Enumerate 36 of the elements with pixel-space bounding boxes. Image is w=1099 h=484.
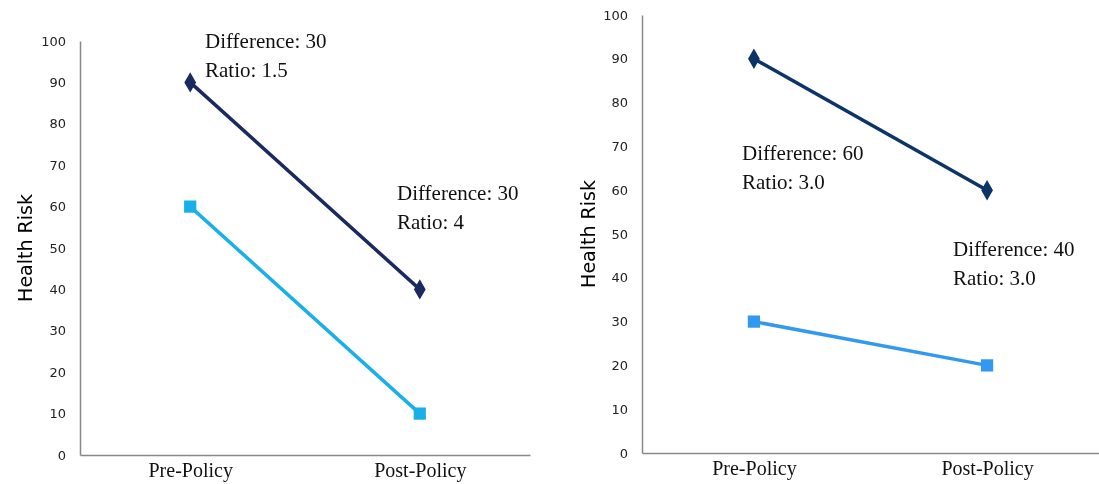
x-tick-label: Post-Policy	[374, 459, 467, 483]
y-tick-label: 90	[611, 51, 628, 67]
point	[747, 315, 761, 328]
y-tick-label: 80	[611, 95, 628, 111]
annotation: Difference: 60 Ratio: 3.0	[742, 141, 864, 194]
x-tick-label: Pre-Policy	[148, 459, 233, 483]
y-tick-label: 30	[611, 314, 628, 330]
y-axis-title: Health Risk	[13, 194, 36, 302]
y-tick-label: 70	[49, 157, 66, 173]
y-tick-label: 90	[49, 75, 66, 91]
y-tick-label: 40	[49, 282, 66, 298]
annotation: Difference: 30 Ratio: 1.5	[205, 29, 327, 82]
y-tick-label: 100	[41, 33, 66, 49]
y-tick-label: 80	[49, 116, 66, 132]
x-tick-label: Post-Policy	[941, 457, 1034, 481]
y-tick-label: 60	[611, 182, 628, 198]
y-tick-label: 70	[611, 139, 628, 155]
y-tick-label: 50	[611, 226, 628, 242]
y-axis-title: Health Risk	[576, 180, 599, 288]
x-tick-label: Pre-Policy	[712, 457, 797, 481]
y-tick-label: 100	[603, 7, 628, 23]
point	[980, 359, 994, 372]
y-tick-label: 60	[49, 199, 66, 215]
point	[184, 200, 197, 213]
y-tick-label: 50	[49, 240, 66, 256]
y-tick-label: 40	[611, 270, 628, 286]
y-tick-label: 20	[611, 358, 628, 374]
y-tick-label: 10	[49, 406, 66, 422]
point	[413, 407, 426, 420]
y-tick-label: 10	[611, 401, 628, 417]
y-tick-label: 0	[619, 445, 628, 461]
annotation: Difference: 30 Ratio: 4	[397, 181, 519, 234]
y-tick-label: 0	[57, 447, 66, 463]
annotation: Difference: 40 Ratio: 3.0	[953, 237, 1075, 290]
y-tick-label: 30	[49, 323, 66, 339]
y-tick-label: 20	[49, 364, 66, 380]
